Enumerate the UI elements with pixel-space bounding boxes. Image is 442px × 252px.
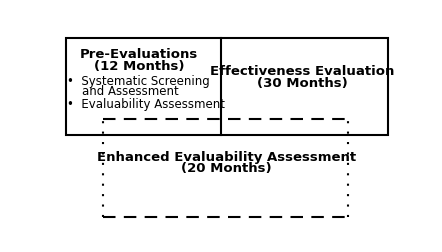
Text: and Assessment: and Assessment (67, 85, 179, 98)
Text: (20 Months): (20 Months) (181, 163, 272, 175)
Bar (65, 38, 388, 135)
Text: Pre-Evaluations: Pre-Evaluations (80, 48, 198, 61)
Text: •  Systematic Screening: • Systematic Screening (67, 75, 210, 88)
Text: (30 Months): (30 Months) (256, 77, 347, 90)
Text: •  Evaluability Assessment: • Evaluability Assessment (67, 99, 225, 111)
Text: (12 Months): (12 Months) (94, 60, 184, 73)
Text: Enhanced Evaluability Assessment: Enhanced Evaluability Assessment (97, 151, 356, 164)
Text: Effectiveness Evaluation: Effectiveness Evaluation (210, 66, 394, 78)
